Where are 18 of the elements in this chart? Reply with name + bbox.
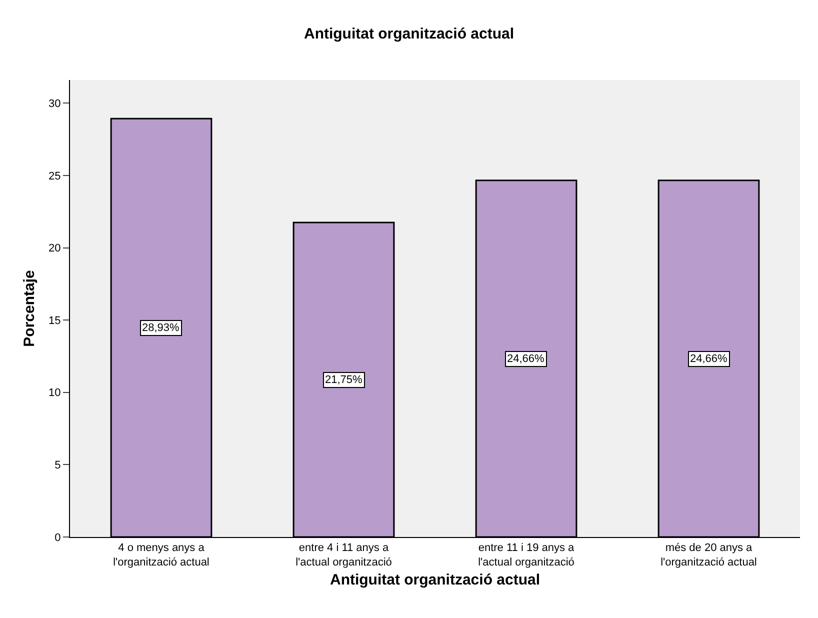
y-axis-title: Porcentaje	[20, 270, 38, 347]
y-tick-label: 5	[54, 460, 61, 472]
x-tick-label: 4 o menys anys a l'organització actual	[113, 542, 210, 568]
chart-title: Antiguitat organització actual	[304, 25, 514, 42]
x-tick-label: entre 4 i 11 anys a l'actual organització	[296, 542, 392, 568]
y-tick-label: 10	[48, 387, 61, 400]
data-label: 24,66%	[507, 353, 545, 365]
y-tick-label: 30	[48, 98, 61, 110]
x-tick-label: més de 20 anys a l'organització actual	[660, 542, 757, 568]
data-label: 24,66%	[690, 353, 728, 365]
y-tick-label: 25	[48, 170, 61, 182]
x-tick-label: entre 11 i 19 anys a l'actual organització	[478, 542, 576, 568]
data-label: 21,75%	[325, 374, 363, 386]
y-tick-label: 20	[48, 242, 61, 255]
y-tick-label: 0	[54, 532, 61, 544]
x-axis-title: Antiguitat organització actual	[330, 572, 540, 588]
data-label: 28,93%	[142, 322, 180, 334]
y-tick-label: 15	[48, 314, 61, 327]
